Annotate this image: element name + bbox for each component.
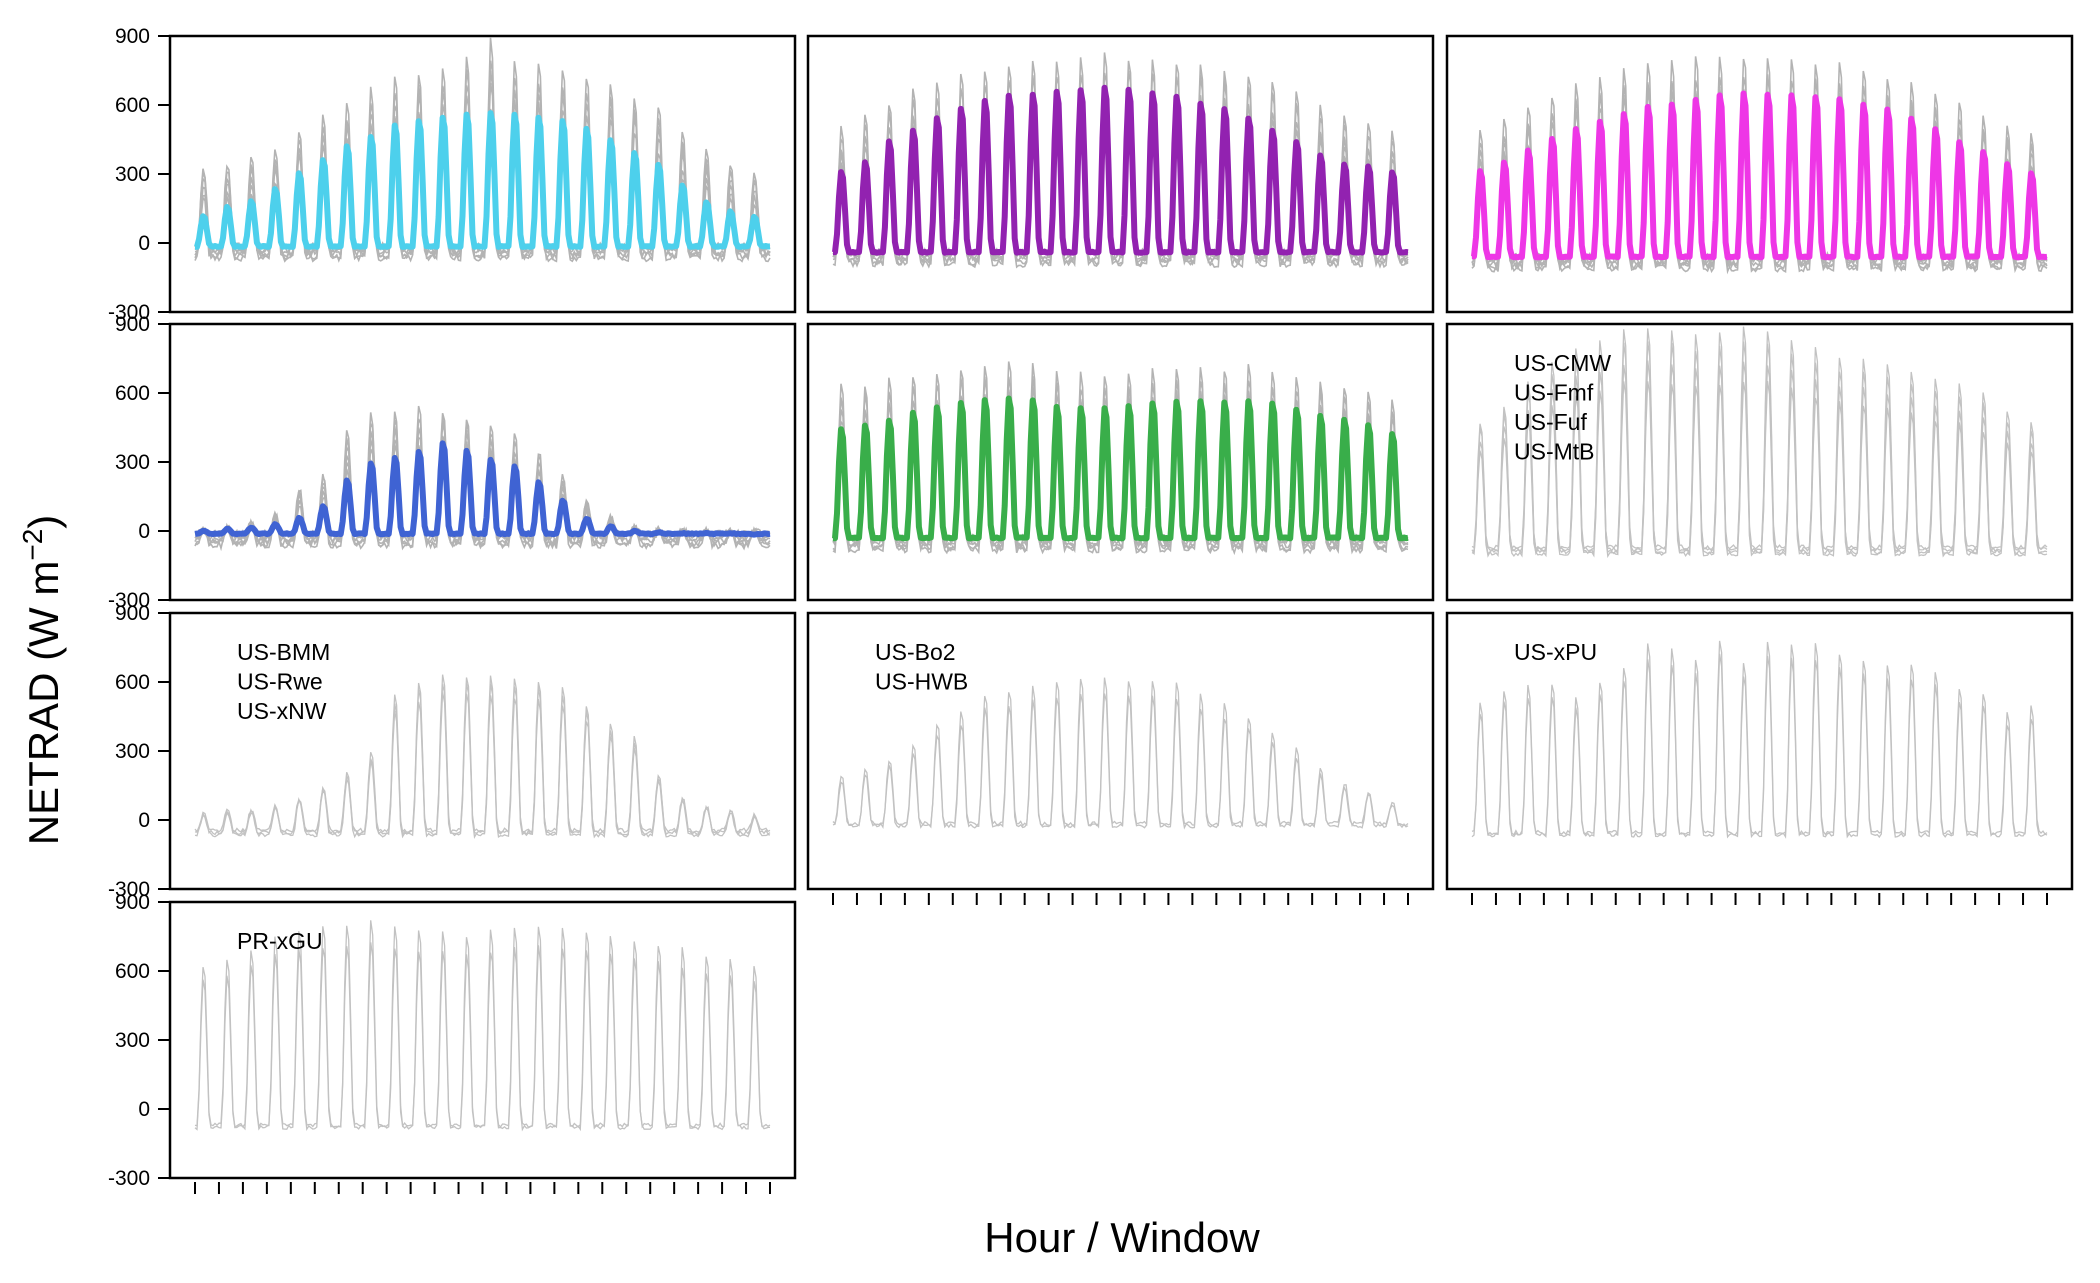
panel-frame xyxy=(806,611,1435,891)
gray-trace xyxy=(832,99,1409,265)
y-tick-label: 300 xyxy=(115,163,150,186)
panel-frame xyxy=(168,34,797,314)
gray-trace xyxy=(832,677,1409,828)
site-label: US-Fmf xyxy=(1514,380,1594,406)
gray-trace xyxy=(194,417,771,542)
gray-trace xyxy=(832,693,1409,830)
gray-trace xyxy=(194,683,771,837)
site-label: US-Bo2 xyxy=(875,639,956,665)
gray-trace xyxy=(1471,128,2048,275)
gray-trace xyxy=(1471,326,2048,551)
y-tick-label: 600 xyxy=(115,960,150,983)
panel-magenta xyxy=(1445,34,2074,314)
gray-trace xyxy=(194,444,771,549)
site-label: US-MtB xyxy=(1514,439,1595,465)
y-axis-title-superscript: −2 xyxy=(17,529,48,561)
gray-trace xyxy=(1471,653,2048,839)
gray-trace xyxy=(1471,640,2048,837)
panel-cyan: -300 0 300 600 900 xyxy=(108,25,797,324)
site-label: US-xNW xyxy=(237,698,327,724)
y-tick-label: -300 xyxy=(108,878,150,901)
mean-trace xyxy=(832,395,1409,542)
panel-frame xyxy=(806,34,1435,314)
mean-trace xyxy=(194,110,771,250)
panel-bmm: -300 0 300 600 900 US-BMM US-Rwe US-xNW xyxy=(108,602,797,901)
panel-frame xyxy=(168,322,797,602)
x-axis-title: Hour / Window xyxy=(984,1214,1260,1261)
panel-frame xyxy=(806,322,1435,602)
y-tick-label: 900 xyxy=(115,891,150,914)
mean-trace xyxy=(194,440,771,538)
gray-trace xyxy=(194,405,771,540)
panel-bo2: US-Bo2 US-HWB xyxy=(806,611,1435,905)
y-tick-label: -300 xyxy=(108,589,150,612)
gray-trace xyxy=(1471,115,2048,272)
y-tick-label: 0 xyxy=(138,809,150,832)
y-tick-label: 0 xyxy=(138,232,150,255)
site-label: US-BMM xyxy=(237,639,330,665)
gray-trace xyxy=(832,134,1409,269)
y-tick-label: 300 xyxy=(115,451,150,474)
site-label: US-CMW xyxy=(1514,350,1611,376)
y-tick-label: -300 xyxy=(108,301,150,324)
site-label: PR-xGU xyxy=(237,928,323,954)
panel-xpu: US-xPU xyxy=(1445,611,2074,905)
panel-cmw: US-CMW US-Fmf US-Fuf US-MtB xyxy=(1445,322,2074,602)
gray-trace xyxy=(194,423,770,545)
gray-trace xyxy=(1471,380,2048,559)
panel-blue: -300 0 300 600 900 xyxy=(108,313,797,612)
panel-frame xyxy=(1445,34,2074,314)
panel-green xyxy=(806,322,1435,602)
y-tick-label: 900 xyxy=(115,602,150,625)
y-tick-label: 0 xyxy=(138,1098,150,1121)
site-label: US-HWB xyxy=(875,669,968,695)
panel-frame xyxy=(1445,611,2074,891)
y-axis-title: NETRAD (W m−2) xyxy=(17,515,67,846)
y-axis-title-close: ) xyxy=(20,515,67,529)
gray-trace xyxy=(832,430,1409,556)
panel-purple xyxy=(806,34,1435,314)
y-tick-label: 300 xyxy=(115,740,150,763)
site-label: US-xPU xyxy=(1514,639,1597,665)
gray-trace xyxy=(194,453,771,552)
y-tick-label: 300 xyxy=(115,1029,150,1052)
panels-layer: -3000300600900-3000300600900US-CMWUS-Fmf… xyxy=(108,25,2074,1194)
y-tick-label: 900 xyxy=(115,313,150,336)
y-tick-label: -300 xyxy=(108,1167,150,1190)
site-label: US-Rwe xyxy=(237,669,323,695)
gray-trace xyxy=(832,115,1409,268)
mean-trace xyxy=(832,84,1409,256)
gray-trace xyxy=(194,692,771,840)
gray-trace xyxy=(194,126,771,263)
y-tick-label: 600 xyxy=(115,94,150,117)
mean-trace xyxy=(1471,90,2048,261)
gray-trace xyxy=(194,942,770,1132)
panel-frame xyxy=(1445,322,2074,602)
y-axis-title-text: NETRAD (W m xyxy=(20,561,67,846)
y-tick-label: 600 xyxy=(115,671,150,694)
panel-xgu: -300 0 300 600 900 PR-xGU xyxy=(108,891,797,1194)
y-tick-label: 900 xyxy=(115,25,150,48)
y-tick-label: 0 xyxy=(138,520,150,543)
y-tick-label: 600 xyxy=(115,382,150,405)
site-label: US-Fuf xyxy=(1514,409,1587,435)
